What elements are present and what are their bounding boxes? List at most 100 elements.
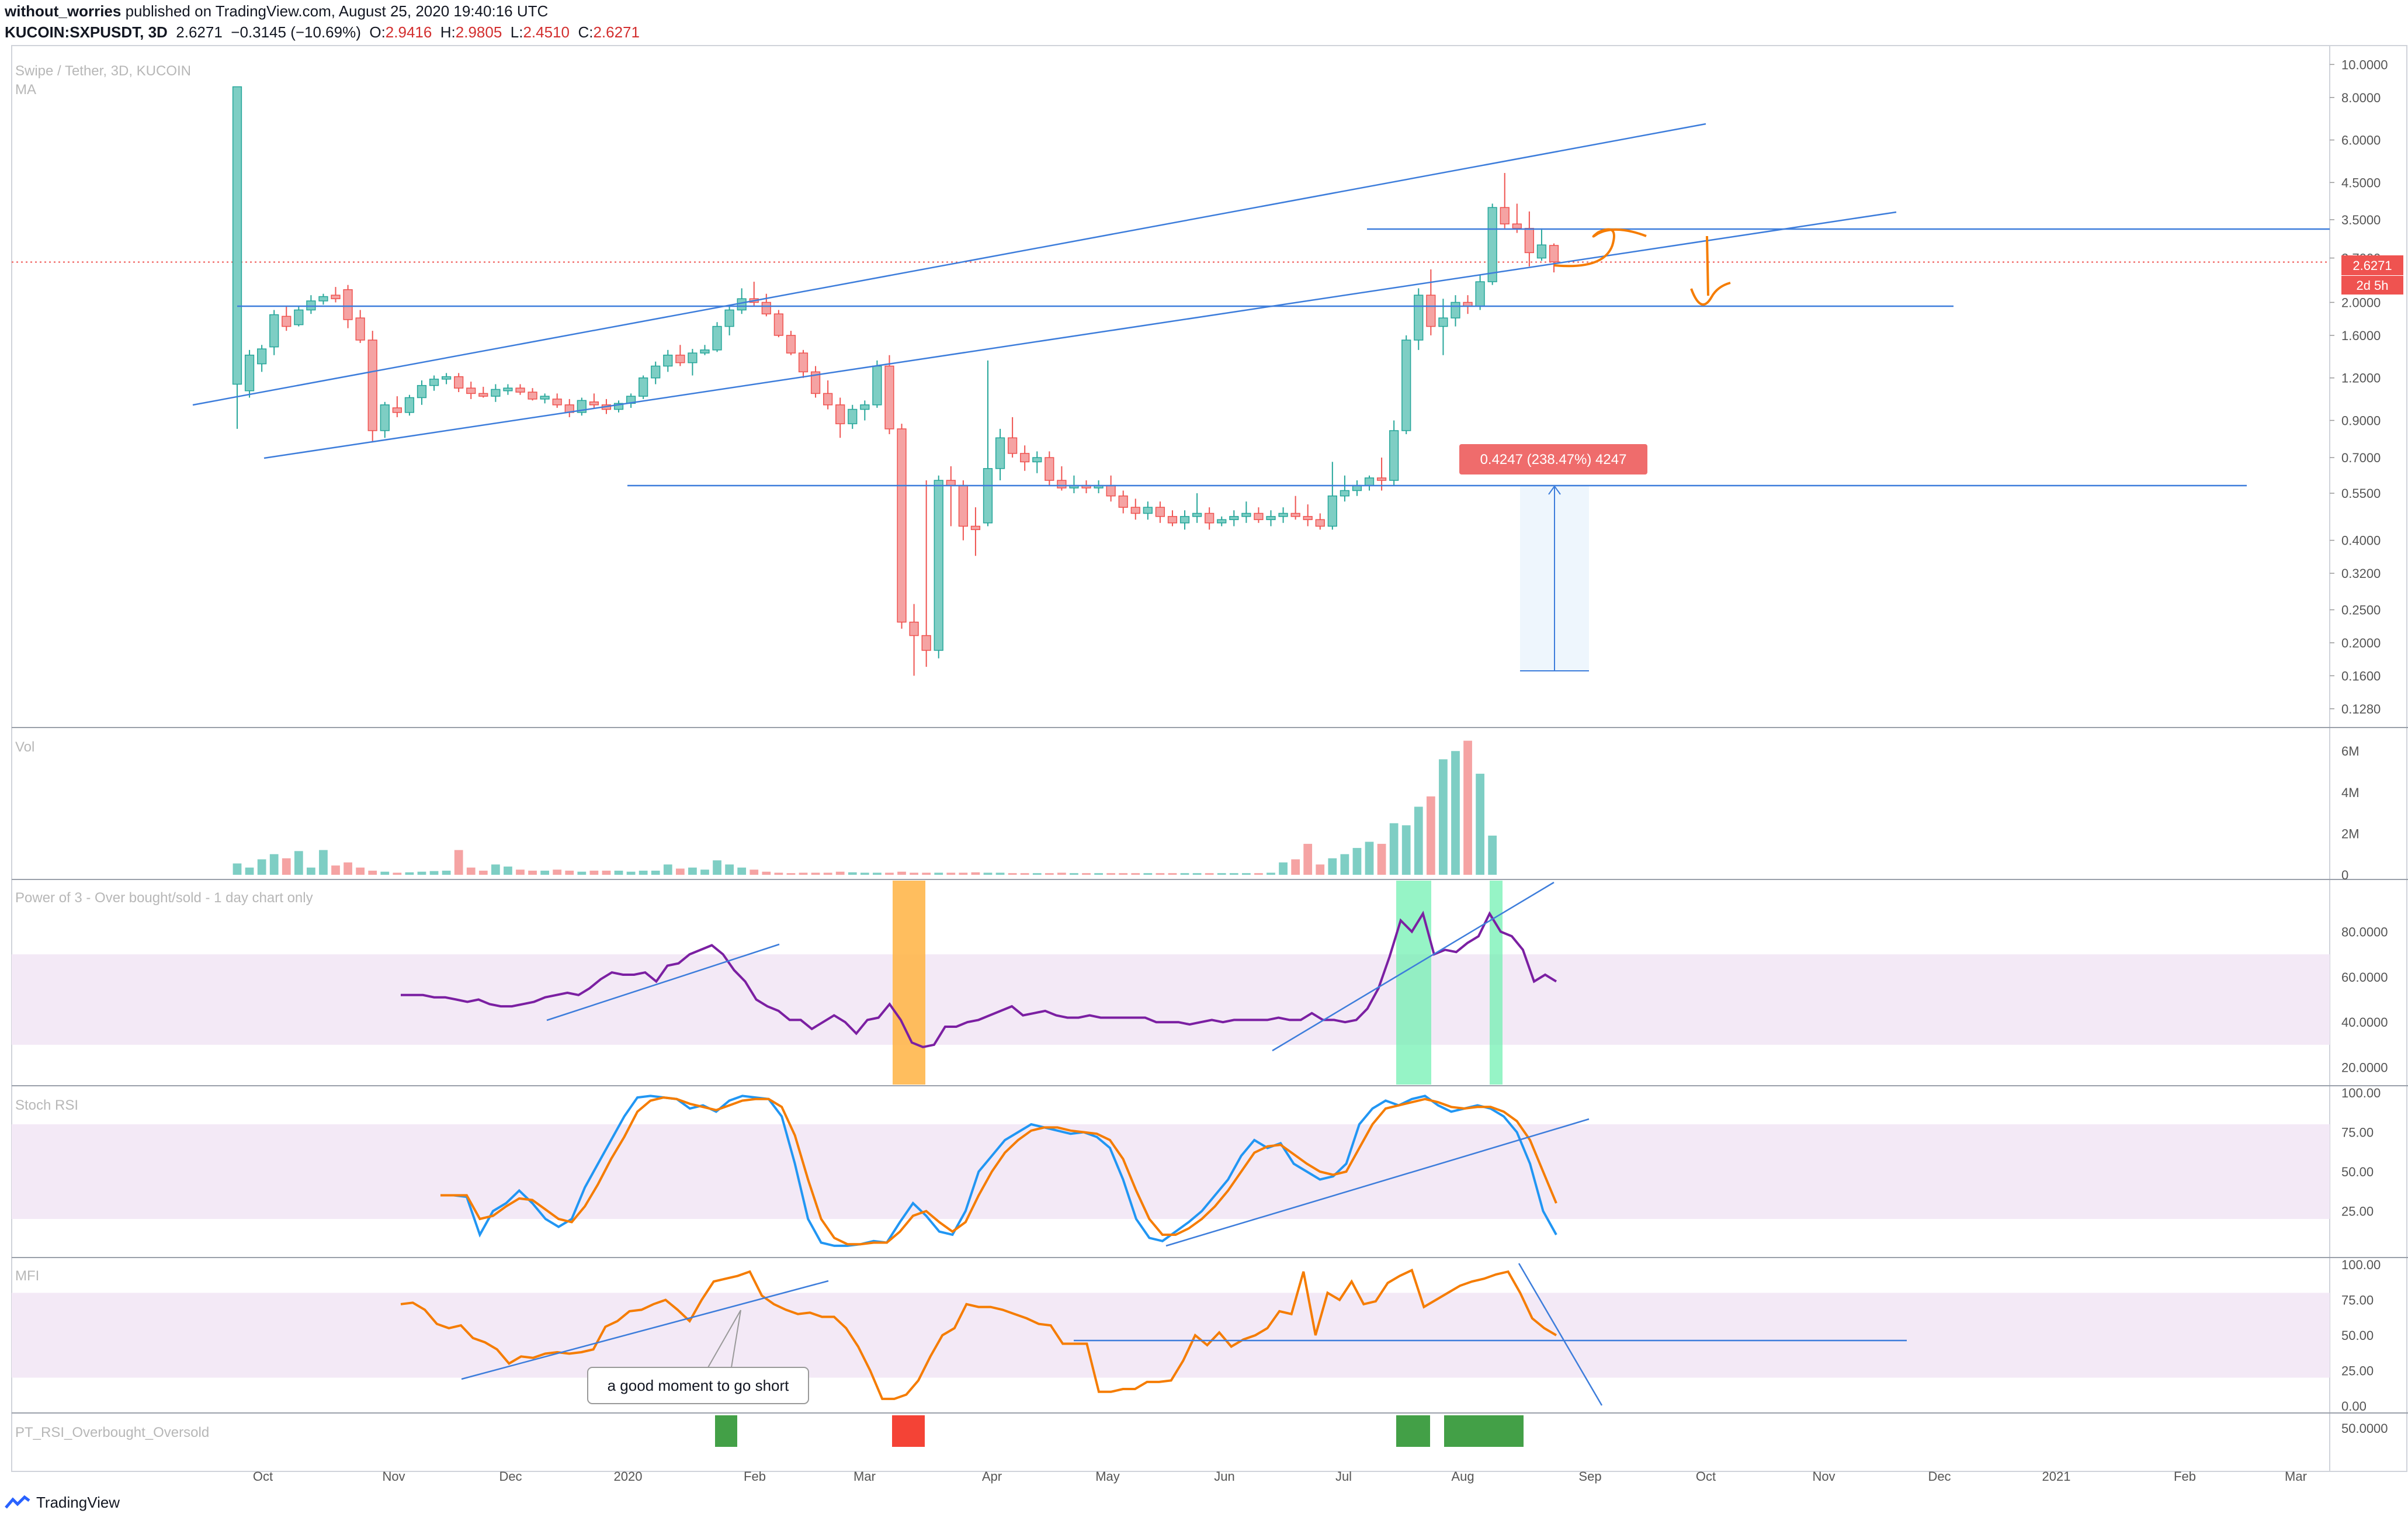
candle-body (613, 403, 624, 410)
volume-bar (983, 872, 993, 875)
stoch-band (12, 1124, 2330, 1219)
volume-bar (897, 871, 906, 875)
high-value: 2.9805 (455, 23, 502, 41)
volume-bar (1303, 844, 1313, 875)
candle-body (663, 354, 673, 367)
volume-bar (1229, 873, 1238, 875)
time-tick-label: Jul (1335, 1469, 1352, 1484)
candlestick-series (12, 86, 2330, 676)
candle-body (441, 376, 452, 380)
candle-body (1438, 317, 1448, 327)
volume-bar (1279, 862, 1288, 875)
volume-bar (639, 870, 648, 875)
candle-body (1536, 244, 1547, 259)
measure-tool[interactable] (1520, 485, 1589, 671)
publish-info: published on TradingView.com, August 25,… (121, 2, 549, 20)
candle-body (232, 86, 242, 385)
volume-bar (651, 870, 660, 875)
volume-bar (282, 858, 291, 875)
candle-body (1327, 495, 1337, 527)
candle-body (712, 325, 722, 351)
price-tick-label: 0.1280 (2341, 702, 2381, 716)
volume-bar (368, 870, 377, 875)
candle-body (1266, 516, 1276, 521)
symbol-label: KUCOIN:SXPUSDT, 3D (5, 23, 168, 41)
volume-bar (565, 870, 574, 875)
volume-bar (1340, 854, 1349, 875)
candle-body (688, 352, 698, 363)
candle-body (417, 385, 427, 399)
volume-bar (466, 867, 476, 875)
price-change: −0.3145 (−10.69%) (231, 23, 361, 41)
publish-line: without_worries published on TradingView… (5, 2, 548, 20)
candle-body (429, 379, 439, 386)
candle-body (306, 300, 316, 311)
volume-bar (811, 872, 820, 875)
pt-rsi-pane-title[interactable]: PT_RSI_Overbought_Oversold (15, 1425, 210, 1440)
power-pane-title[interactable]: Power of 3 - Over bought/sold - 1 day ch… (15, 890, 313, 906)
candle-body (872, 365, 882, 406)
pt-signal-bar (1444, 1415, 1524, 1447)
time-tick-label: Nov (1812, 1469, 1835, 1484)
pane-frames (11, 45, 2408, 1472)
volume-bar (1205, 873, 1214, 875)
orange-down-arrow-mark (1690, 235, 1731, 306)
price-tick-label: 0.2000 (2341, 636, 2381, 650)
volume-bar (319, 850, 328, 875)
pt-signal-bar (1396, 1415, 1430, 1447)
volume-tick-label: 0 (2341, 868, 2348, 882)
volume-bar (959, 872, 968, 875)
volume-bar (1217, 873, 1226, 875)
tradingview-logo-icon (5, 1495, 30, 1509)
pt-signal-bar (715, 1415, 737, 1447)
volume-bar (1451, 751, 1460, 875)
volume-bar (835, 871, 845, 875)
volume-bar (1045, 873, 1054, 875)
volume-bar (331, 865, 340, 875)
time-axis[interactable]: Oct Nov Dec 2020 Feb Mar Apr May Jun Jul Aug Sep Oct… (253, 1469, 2307, 1484)
last-price-badge: 2.6271 (2341, 255, 2403, 275)
volume-bar (393, 872, 402, 875)
price-tick-label: 0.4000 (2341, 534, 2381, 548)
measure-badge-text: 0.4247 (238.47%) 4247 (1480, 452, 1627, 467)
volume-pane-title[interactable]: Vol (15, 739, 35, 755)
volume-bar (1156, 873, 1165, 875)
publisher-name[interactable]: without_worries (5, 2, 122, 20)
volume-bar (577, 871, 587, 875)
volume-bar (1365, 841, 1374, 875)
last-price: 2.6271 (176, 23, 223, 41)
candle-body (798, 352, 809, 373)
volume-bar (786, 873, 796, 875)
countdown-badge: 2d 5h (2341, 276, 2403, 295)
volume-bar (774, 872, 783, 875)
candle-body (1451, 302, 1460, 318)
short-callout[interactable]: a good moment to go short (587, 1310, 809, 1404)
candle-body (1143, 507, 1153, 514)
stoch-rsi-pane-title[interactable]: Stoch RSI (15, 1097, 79, 1113)
candle-body (1045, 457, 1054, 481)
volume-bar (873, 872, 882, 875)
candle-body (773, 313, 784, 336)
overbought-highlight (1490, 881, 1503, 1085)
time-tick-label: Feb (744, 1469, 766, 1484)
power-trendline-2 (1272, 881, 1555, 1052)
power-tick-label: 40.0000 (2341, 1015, 2388, 1030)
volume-bar (540, 870, 550, 875)
mfi-tick-label: 100.00 (2341, 1258, 2381, 1272)
volume-bar (589, 870, 599, 875)
price-tick-label: 0.3200 (2341, 566, 2381, 581)
candle-body (1106, 484, 1116, 497)
price-tick-label: 3.5000 (2341, 213, 2381, 227)
candle-body (639, 377, 648, 397)
candle-body (244, 354, 255, 392)
volume-bar (1414, 806, 1423, 875)
mfi-series (400, 1268, 1557, 1400)
mfi-pane-title[interactable]: MFI (15, 1268, 40, 1284)
candle-body (921, 635, 931, 651)
ma-indicator-label[interactable]: MA (15, 82, 36, 98)
tradingview-brand[interactable]: TradingView (5, 1494, 120, 1512)
candle-body (1032, 457, 1042, 463)
trendline-drawings[interactable] (192, 123, 2330, 1406)
candle-body (884, 365, 894, 430)
